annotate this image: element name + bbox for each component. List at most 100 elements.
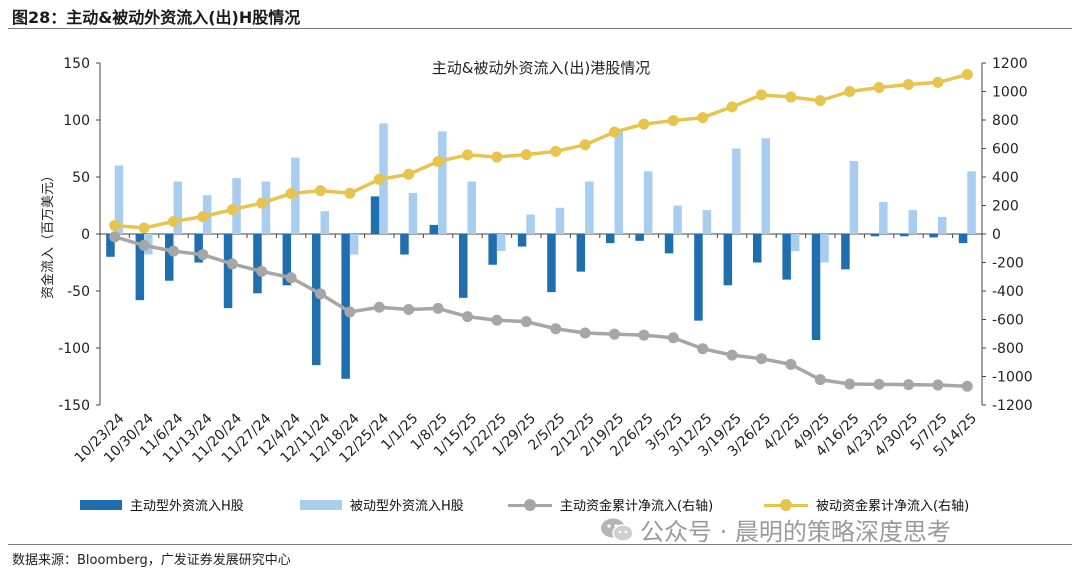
bar-passive	[820, 234, 829, 263]
bar-active	[459, 234, 468, 298]
legend-item-passive-cum: 被动资金累计净流入(右轴)	[764, 495, 969, 514]
point-passive-cumulative	[550, 145, 562, 157]
y-axis-label: 资金流入（百万美元）	[40, 169, 56, 299]
point-active-cumulative	[138, 239, 150, 251]
point-passive-cumulative	[638, 118, 650, 130]
y-tick-label-left: -100	[58, 341, 90, 357]
point-active-cumulative	[256, 265, 268, 277]
point-passive-cumulative	[373, 173, 385, 185]
bar-active	[253, 234, 262, 294]
legend-swatch-active-cum	[508, 498, 552, 511]
bar-passive	[967, 171, 976, 234]
bar-active	[312, 234, 321, 366]
y-tick-label-right: 1000	[992, 85, 1028, 101]
point-passive-cumulative	[756, 89, 767, 101]
y-tick-label-left: -50	[67, 284, 90, 300]
bar-passive	[555, 207, 565, 234]
bar-active	[517, 234, 527, 247]
y-tick-label-right: 600	[992, 142, 1019, 158]
point-passive-cumulative	[697, 112, 709, 124]
bottom-rule	[8, 544, 1072, 545]
y-tick-label-left: 150	[63, 56, 90, 72]
point-passive-cumulative	[667, 115, 679, 127]
legend-item-active-cum: 主动资金累计净流入(右轴)	[508, 495, 713, 514]
bar-passive	[761, 138, 770, 234]
point-active-cumulative	[285, 272, 297, 284]
figure-title: 图28：主动&被动外资流入(出)H股情况	[12, 8, 301, 27]
bar-passive	[261, 181, 271, 234]
point-active-cumulative	[315, 288, 326, 300]
point-active-cumulative	[814, 374, 826, 386]
legend-label-active-cum: 主动资金累计净流入(右轴)	[560, 499, 714, 514]
point-active-cumulative	[373, 301, 385, 313]
point-active-cumulative	[109, 231, 121, 243]
point-passive-cumulative	[168, 215, 179, 227]
legend: 主动型外资流入H股 被动型外资流入H股 主动资金累计净流入(右轴) 被动资金累计…	[0, 495, 1080, 517]
y-tick-label-right: 400	[992, 170, 1019, 186]
watermark-text: 公众号 · 晨明的策略深度思考	[640, 518, 951, 546]
y-tick-label-right: -200	[992, 256, 1024, 272]
bar-active	[694, 234, 703, 321]
bar-passive	[732, 148, 741, 234]
bar-passive	[320, 211, 329, 234]
legend-label-passive-cum: 被动资金累计净流入(右轴)	[816, 499, 970, 514]
bar-passive	[467, 181, 476, 234]
legend-item-active-bar: 主动型外资流入H股	[80, 495, 244, 514]
point-active-cumulative	[344, 306, 356, 318]
bar-active	[282, 234, 292, 286]
bar-passive	[673, 205, 682, 234]
source-note: 数据来源：Bloomberg，广发证券发展研究中心	[12, 553, 291, 568]
y-tick-label-right: 200	[992, 199, 1019, 215]
bar-active	[811, 234, 821, 341]
point-passive-cumulative	[609, 126, 620, 138]
y-tick-label-right: 1200	[992, 56, 1028, 72]
bar-passive	[438, 131, 447, 234]
bar-passive	[526, 214, 535, 234]
point-passive-cumulative	[491, 151, 503, 163]
point-active-cumulative	[638, 329, 650, 341]
watermark: 公众号 · 晨明的策略深度思考	[600, 512, 951, 547]
chart-title: 主动&被动外资流入(出)港股情况	[432, 59, 650, 77]
bar-active	[635, 234, 644, 241]
point-passive-cumulative	[785, 91, 797, 103]
point-active-cumulative	[550, 323, 562, 335]
bar-active	[782, 234, 791, 280]
bar-active	[841, 234, 850, 270]
point-passive-cumulative	[226, 204, 238, 216]
point-passive-cumulative	[344, 187, 356, 199]
bar-active	[606, 234, 615, 244]
bar-passive	[643, 171, 653, 234]
bar-active	[370, 196, 380, 234]
bar-active	[135, 234, 145, 301]
bar-active	[547, 234, 556, 293]
point-passive-cumulative	[726, 101, 738, 113]
point-active-cumulative	[462, 311, 473, 323]
point-active-cumulative	[903, 379, 914, 391]
bar-passive	[232, 178, 241, 234]
point-passive-cumulative	[462, 149, 473, 161]
bar-active	[223, 234, 233, 309]
bar-passive	[114, 165, 124, 234]
point-active-cumulative	[697, 343, 709, 355]
point-passive-cumulative	[814, 95, 826, 107]
bar-passive	[349, 234, 359, 255]
y-tick-label-right: 0	[992, 227, 1001, 243]
bar-active	[576, 234, 586, 272]
bar-active	[194, 234, 203, 263]
bar-active	[900, 234, 909, 237]
point-passive-cumulative	[579, 139, 591, 151]
point-active-cumulative	[432, 302, 444, 314]
point-passive-cumulative	[432, 155, 444, 167]
point-passive-cumulative	[138, 222, 150, 234]
bar-active	[958, 234, 968, 244]
bar-active	[429, 224, 439, 234]
bar-active	[400, 234, 409, 255]
point-passive-cumulative	[197, 211, 209, 223]
bar-passive	[173, 181, 182, 234]
point-active-cumulative	[667, 332, 679, 344]
bar-passive	[879, 202, 888, 234]
point-active-cumulative	[609, 328, 620, 340]
chart: 主动&被动外资流入(出)港股情况 -150 -100 -50 0 50 100 150 -120…	[40, 56, 1033, 466]
bar-passive	[408, 192, 418, 234]
bar-active	[870, 234, 880, 237]
